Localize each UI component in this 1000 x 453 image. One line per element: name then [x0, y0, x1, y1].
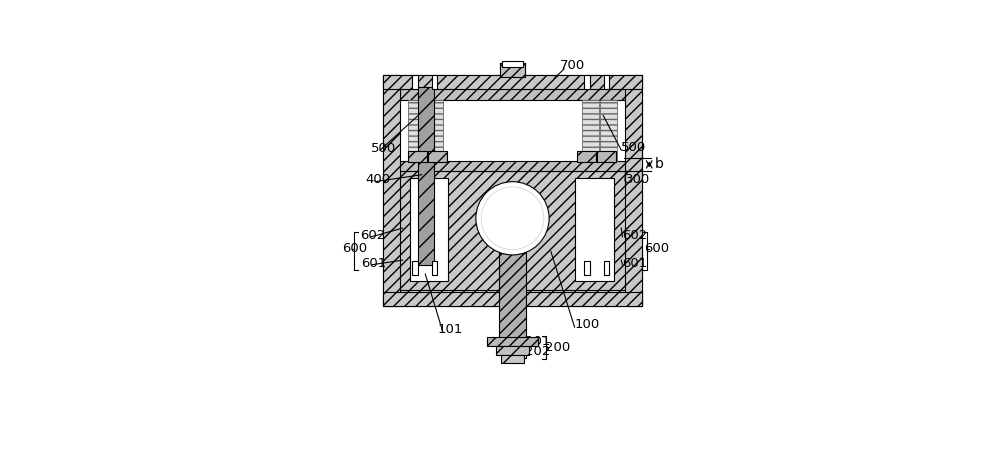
Bar	[575, 178, 614, 281]
Bar	[604, 75, 609, 89]
Text: 700: 700	[560, 59, 585, 72]
Bar	[584, 75, 590, 89]
Bar	[418, 87, 434, 265]
Bar	[625, 75, 642, 305]
Bar	[399, 170, 626, 290]
Bar	[604, 261, 609, 275]
Bar	[399, 89, 626, 290]
Bar	[432, 261, 437, 275]
Text: 600: 600	[342, 242, 367, 255]
Text: 601: 601	[361, 257, 386, 270]
Text: 300: 300	[625, 173, 650, 186]
Text: 602: 602	[360, 229, 385, 242]
Bar	[600, 100, 617, 161]
Bar	[408, 151, 427, 162]
Bar	[383, 75, 642, 305]
Text: 100: 100	[575, 318, 600, 331]
Bar	[432, 75, 437, 89]
Bar	[399, 87, 626, 100]
Bar	[412, 75, 418, 89]
Text: b: b	[655, 157, 664, 171]
Circle shape	[476, 182, 549, 255]
Bar	[584, 261, 590, 275]
Text: 601: 601	[622, 257, 648, 270]
Bar	[500, 63, 525, 89]
Bar	[383, 75, 400, 305]
Bar	[501, 355, 524, 363]
Bar	[597, 151, 616, 162]
Bar	[383, 75, 642, 89]
Bar	[499, 253, 526, 339]
Bar	[410, 178, 448, 281]
Text: 400: 400	[365, 173, 390, 187]
Bar	[383, 292, 642, 305]
Bar	[496, 346, 529, 355]
Bar	[582, 100, 599, 161]
Bar	[500, 63, 525, 77]
Bar	[408, 100, 425, 161]
Text: 602: 602	[622, 229, 648, 242]
Text: 500: 500	[621, 141, 647, 154]
Text: 201: 201	[525, 335, 550, 347]
Bar	[502, 61, 523, 67]
Bar	[487, 337, 538, 346]
Bar	[399, 161, 626, 170]
Bar	[412, 261, 418, 275]
Bar	[426, 100, 443, 161]
Text: 600: 600	[644, 242, 669, 255]
Text: 101: 101	[438, 323, 463, 337]
Bar	[428, 151, 447, 162]
Text: 202: 202	[525, 345, 550, 358]
Bar	[577, 151, 596, 162]
Text: 500: 500	[371, 142, 396, 155]
Text: 200: 200	[545, 341, 570, 354]
